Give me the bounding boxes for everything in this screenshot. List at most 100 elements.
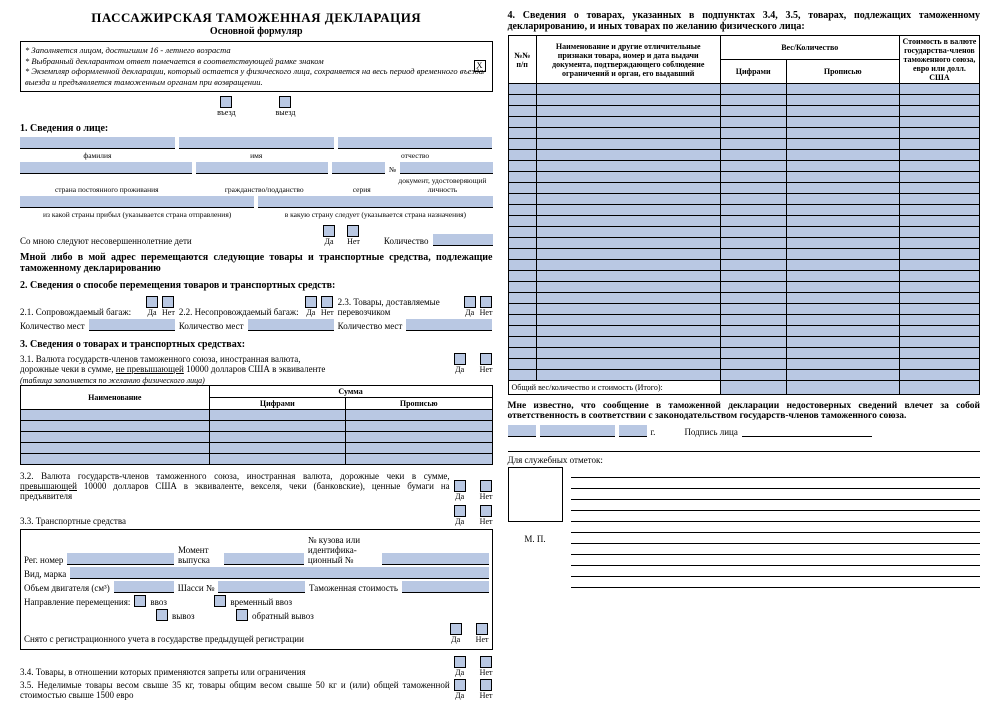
goods-cell[interactable]: [536, 194, 720, 205]
goods-cell[interactable]: [786, 216, 899, 227]
goods-cell[interactable]: [786, 326, 899, 337]
goods-cell[interactable]: [786, 249, 899, 260]
goods-cell[interactable]: [786, 271, 899, 282]
goods-cell[interactable]: [786, 304, 899, 315]
c23-no[interactable]: [480, 296, 492, 308]
goods-cell[interactable]: [786, 359, 899, 370]
goods-cell[interactable]: [786, 238, 899, 249]
goods-cell[interactable]: [536, 227, 720, 238]
goods-cell[interactable]: [899, 95, 979, 106]
goods-cell[interactable]: [720, 227, 786, 238]
currency-cell[interactable]: [21, 409, 210, 420]
doc-series-input[interactable]: [332, 162, 385, 174]
currency-cell[interactable]: [346, 431, 492, 442]
body-input[interactable]: [382, 553, 489, 565]
goods-cell[interactable]: [508, 128, 536, 139]
goods-cell[interactable]: [899, 150, 979, 161]
goods-cell[interactable]: [536, 304, 720, 315]
make-input[interactable]: [70, 567, 488, 579]
total-val[interactable]: [899, 381, 979, 395]
currency-cell[interactable]: [209, 431, 345, 442]
exit-checkbox[interactable]: [279, 96, 291, 108]
goods-cell[interactable]: [536, 326, 720, 337]
currency-cell[interactable]: [346, 442, 492, 453]
goods-cell[interactable]: [508, 150, 536, 161]
goods-cell[interactable]: [536, 128, 720, 139]
goods-cell[interactable]: [508, 238, 536, 249]
goods-cell[interactable]: [720, 161, 786, 172]
total-word[interactable]: [786, 381, 899, 395]
total-dig[interactable]: [720, 381, 786, 395]
goods-cell[interactable]: [786, 150, 899, 161]
p31-no[interactable]: [480, 353, 492, 365]
goods-cell[interactable]: [899, 216, 979, 227]
goods-cell[interactable]: [720, 128, 786, 139]
p31-yes[interactable]: [454, 353, 466, 365]
goods-cell[interactable]: [720, 315, 786, 326]
import-chk[interactable]: [134, 595, 146, 607]
goods-cell[interactable]: [786, 205, 899, 216]
goods-cell[interactable]: [899, 106, 979, 117]
engine-input[interactable]: [114, 581, 174, 593]
p33-yes[interactable]: [454, 505, 466, 517]
dereg-no[interactable]: [476, 623, 488, 635]
currency-cell[interactable]: [346, 409, 492, 420]
goods-cell[interactable]: [536, 260, 720, 271]
currency-cell[interactable]: [21, 420, 210, 431]
goods-cell[interactable]: [786, 84, 899, 95]
c21-yes[interactable]: [146, 296, 158, 308]
doc-number-input[interactable]: [400, 162, 493, 174]
minors-no[interactable]: [347, 225, 359, 237]
goods-cell[interactable]: [720, 194, 786, 205]
goods-cell[interactable]: [899, 128, 979, 139]
chassis-input[interactable]: [218, 581, 305, 593]
surname-input[interactable]: [20, 137, 175, 149]
c22-places-input[interactable]: [248, 319, 334, 331]
service-lines[interactable]: [571, 467, 981, 588]
goods-cell[interactable]: [508, 271, 536, 282]
goods-cell[interactable]: [536, 106, 720, 117]
c21-no[interactable]: [162, 296, 174, 308]
goods-cell[interactable]: [899, 139, 979, 150]
currency-cell[interactable]: [21, 442, 210, 453]
currency-cell[interactable]: [209, 409, 345, 420]
goods-cell[interactable]: [720, 348, 786, 359]
p32-yes[interactable]: [454, 480, 466, 492]
goods-cell[interactable]: [508, 139, 536, 150]
goods-cell[interactable]: [536, 84, 720, 95]
name-input[interactable]: [179, 137, 334, 149]
entry-checkbox[interactable]: [220, 96, 232, 108]
goods-cell[interactable]: [720, 216, 786, 227]
goods-cell[interactable]: [536, 359, 720, 370]
goods-cell[interactable]: [536, 172, 720, 183]
goods-cell[interactable]: [786, 282, 899, 293]
minors-yes[interactable]: [323, 225, 335, 237]
goods-cell[interactable]: [899, 249, 979, 260]
goods-cell[interactable]: [786, 337, 899, 348]
goods-cell[interactable]: [720, 271, 786, 282]
goods-cell[interactable]: [786, 194, 899, 205]
goods-cell[interactable]: [786, 293, 899, 304]
patronymic-input[interactable]: [338, 137, 493, 149]
timport-chk[interactable]: [214, 595, 226, 607]
goods-cell[interactable]: [786, 348, 899, 359]
goods-cell[interactable]: [536, 238, 720, 249]
goods-cell[interactable]: [508, 359, 536, 370]
goods-cell[interactable]: [720, 359, 786, 370]
goods-cell[interactable]: [899, 205, 979, 216]
goods-cell[interactable]: [508, 183, 536, 194]
goods-cell[interactable]: [899, 172, 979, 183]
goods-cell[interactable]: [720, 326, 786, 337]
goods-cell[interactable]: [899, 271, 979, 282]
moment-input[interactable]: [224, 553, 304, 565]
goods-cell[interactable]: [536, 216, 720, 227]
goods-cell[interactable]: [899, 337, 979, 348]
currency-cell[interactable]: [346, 453, 492, 464]
goods-cell[interactable]: [536, 293, 720, 304]
goods-cell[interactable]: [536, 348, 720, 359]
goods-cell[interactable]: [536, 95, 720, 106]
goods-cell[interactable]: [786, 260, 899, 271]
goods-cell[interactable]: [899, 227, 979, 238]
goods-cell[interactable]: [720, 117, 786, 128]
goods-cell[interactable]: [786, 161, 899, 172]
